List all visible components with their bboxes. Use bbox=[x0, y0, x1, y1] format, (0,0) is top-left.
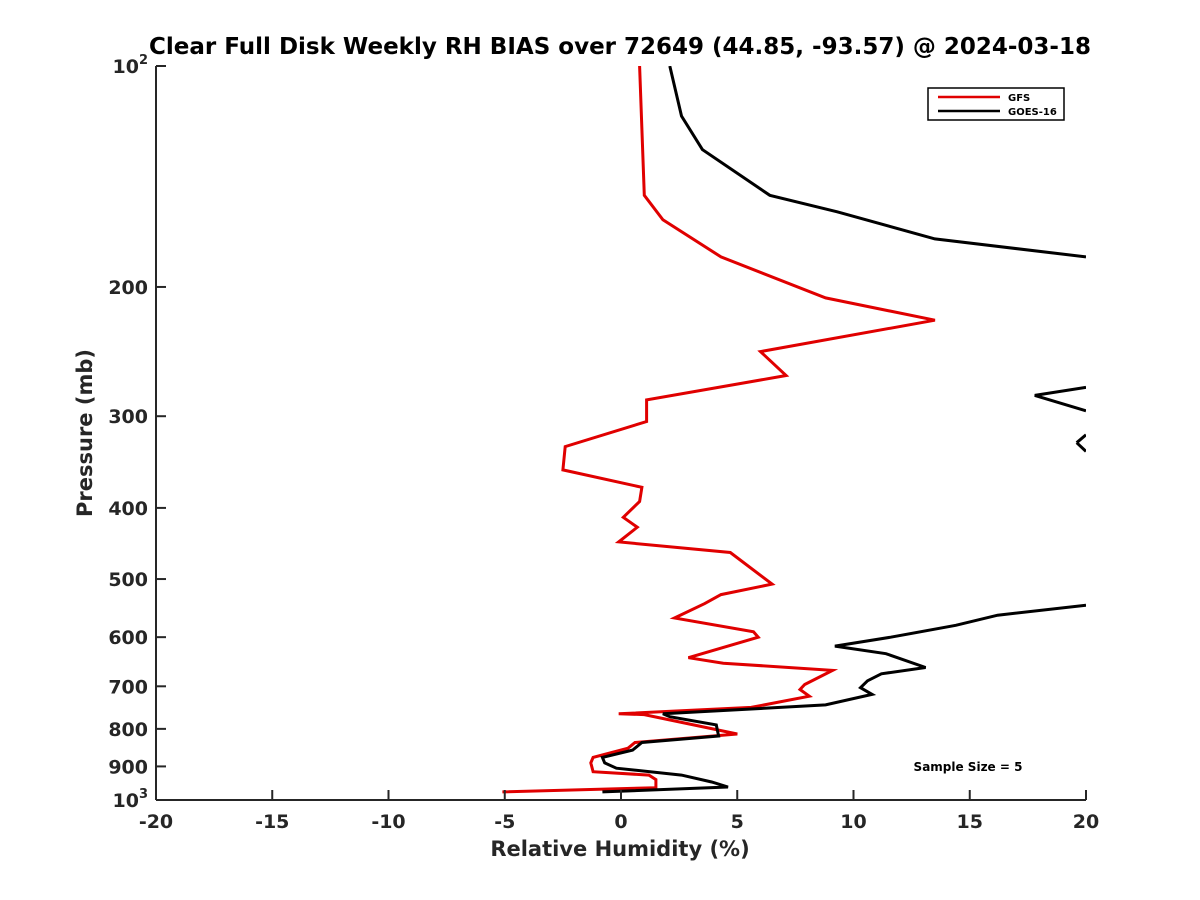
legend: GFS GOES-16 bbox=[927, 87, 1065, 121]
legend-box bbox=[927, 87, 1065, 121]
y-tick-label: 900 bbox=[108, 756, 148, 778]
series-line-goes-16-4 bbox=[1075, 441, 1086, 453]
x-tick-label: -20 bbox=[139, 811, 173, 833]
legend-label-goes-16: GOES-16 bbox=[1008, 107, 1057, 118]
x-tick-label: 5 bbox=[731, 811, 744, 833]
series-line-goes-16-1 bbox=[668, 66, 1086, 259]
chart-title: Clear Full Disk Weekly RH BIAS over 7264… bbox=[149, 34, 1091, 60]
series-line-goes-16-2 bbox=[1034, 385, 1086, 413]
y-tick-label: 600 bbox=[108, 627, 148, 649]
x-tick-label: -15 bbox=[255, 811, 289, 833]
legend-label-gfs: GFS bbox=[1008, 93, 1030, 104]
x-axis-label: Relative Humidity (%) bbox=[490, 837, 749, 861]
y-axis-label: Pressure (mb) bbox=[73, 349, 97, 517]
y-tick-label: 800 bbox=[108, 719, 148, 741]
series-line-goes-16-0 bbox=[600, 603, 1086, 794]
y-tick-label: 500 bbox=[108, 569, 148, 591]
x-tick-label: 10 bbox=[840, 811, 866, 833]
x-tick-label: 0 bbox=[614, 811, 627, 833]
x-tick-label: -5 bbox=[494, 811, 515, 833]
series-group bbox=[502, 66, 1086, 794]
y-tick-label: 300 bbox=[108, 406, 148, 428]
x-tick-label: -10 bbox=[371, 811, 405, 833]
y-tick-label: 700 bbox=[108, 676, 148, 698]
x-tick-label: 20 bbox=[1073, 811, 1099, 833]
series-line-gfs-0 bbox=[502, 66, 936, 794]
sample-size-annotation: Sample Size = 5 bbox=[914, 760, 1023, 774]
series-line-goes-16-3 bbox=[1075, 433, 1086, 444]
y-tick-label: 200 bbox=[108, 277, 148, 299]
x-tick-label: 15 bbox=[957, 811, 983, 833]
y-tick-label: 400 bbox=[108, 498, 148, 520]
